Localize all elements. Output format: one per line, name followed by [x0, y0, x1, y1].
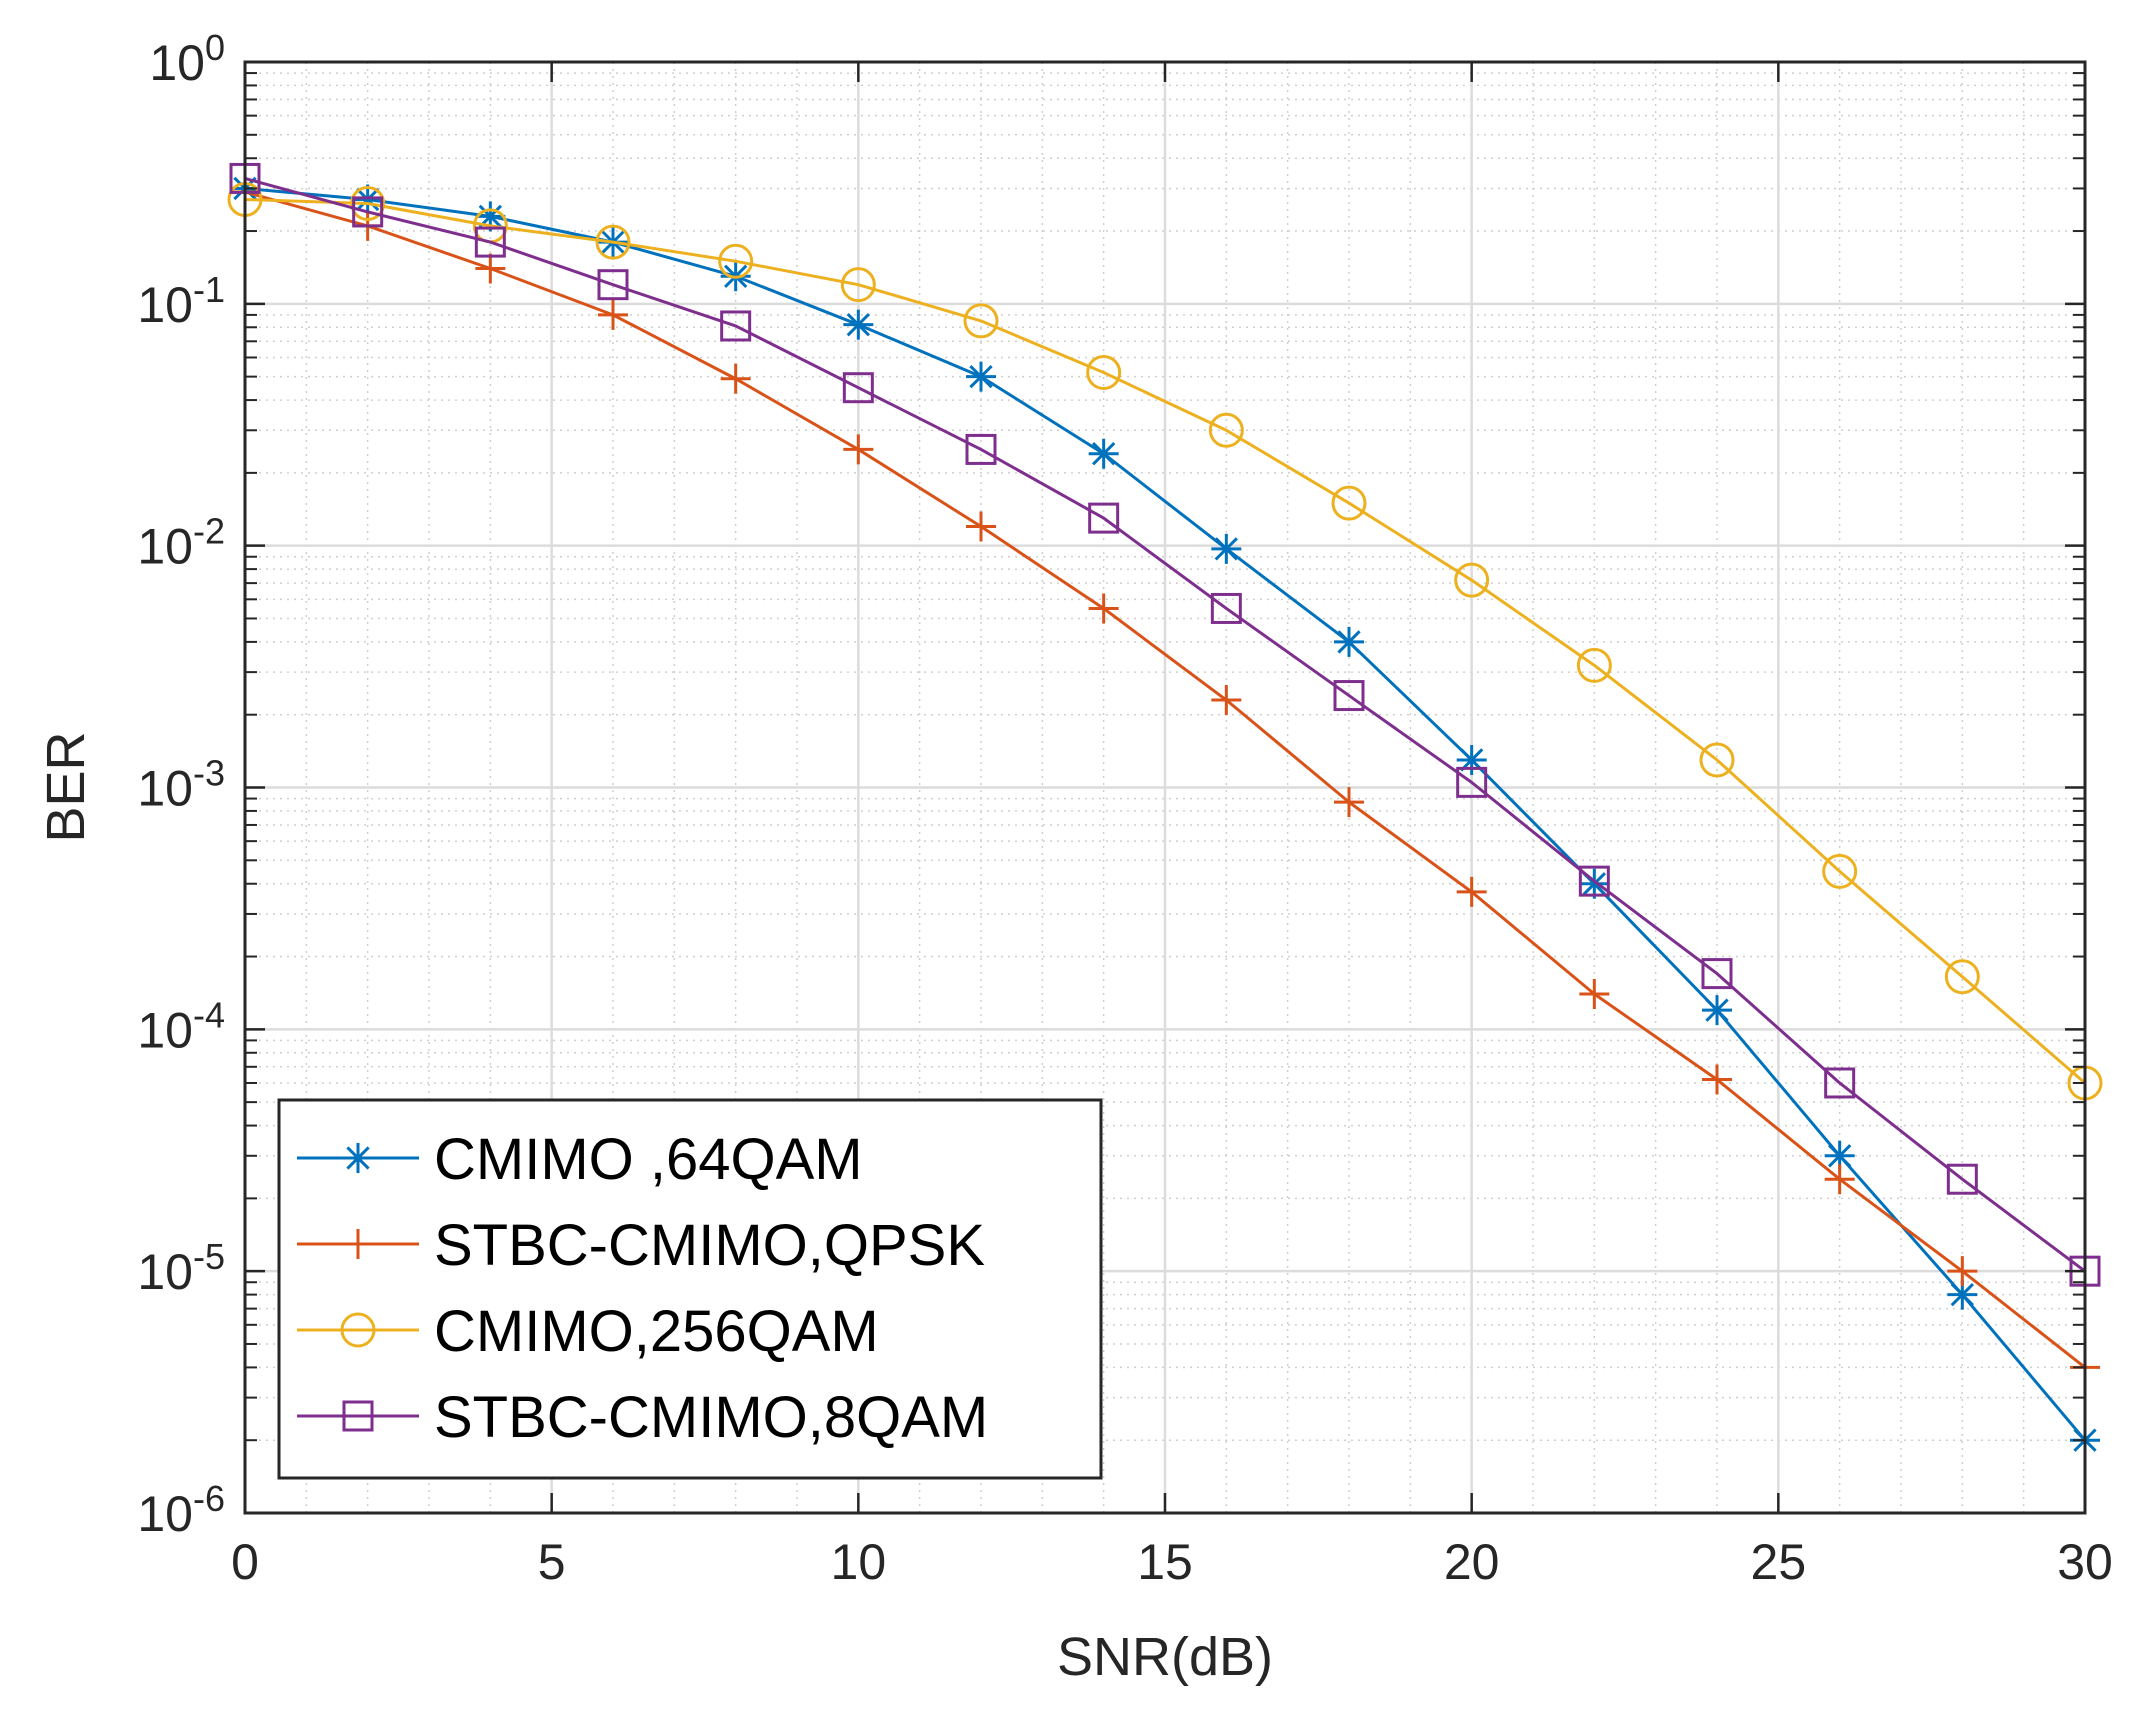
- data-point-stbc-cmimo-qpsk: [1211, 685, 1242, 716]
- data-point-stbc-cmimo-8qam: [474, 226, 506, 258]
- data-point-cmimo-256qam: [840, 267, 876, 303]
- data-point-cmimo-64qam: [1334, 626, 1364, 657]
- y-tick-label: 10-3: [137, 753, 225, 817]
- data-point-stbc-cmimo-8qam: [352, 196, 384, 228]
- data-point-cmimo-64qam: [1456, 744, 1487, 775]
- data-point-cmimo-256qam: [1699, 742, 1735, 778]
- data-point-stbc-cmimo-qpsk: [1456, 876, 1487, 907]
- legend-label: CMIMO,256QAM: [434, 1299, 879, 1364]
- data-point-cmimo-64qam: [843, 309, 874, 340]
- data-point-cmimo-64qam: [966, 361, 996, 392]
- data-point-stbc-cmimo-qpsk: [1947, 1256, 1978, 1287]
- data-point-stbc-cmimo-8qam: [597, 269, 629, 301]
- data-point-stbc-cmimo-qpsk: [1334, 787, 1364, 818]
- data-point-stbc-cmimo-qpsk: [475, 253, 506, 284]
- legend: CMIMO ,64QAM STBC-CMIMO,QPSK CMIMO,256QAM S…: [277, 1098, 1103, 1480]
- data-point-stbc-cmimo-8qam: [1088, 502, 1120, 534]
- data-point-stbc-cmimo-8qam: [1578, 865, 1610, 897]
- legend-marker: [343, 1229, 373, 1259]
- x-tick-label: 15: [1137, 1534, 1193, 1590]
- legend-label: STBC-CMIMO,8QAM: [434, 1385, 988, 1450]
- y-tick-label: 10-5: [137, 1236, 225, 1300]
- data-point-stbc-cmimo-qpsk: [598, 299, 628, 330]
- series-cmimo-256qam: [227, 182, 2103, 1101]
- data-point-cmimo-256qam: [1944, 959, 1980, 995]
- legend-marker: [343, 1143, 373, 1173]
- legend-item-cmimo-256qam: CMIMO,256QAM: [297, 1299, 879, 1364]
- data-point-stbc-cmimo-8qam: [842, 372, 874, 404]
- data-point-stbc-cmimo-8qam: [965, 433, 997, 465]
- data-point-cmimo-64qam: [475, 201, 506, 232]
- series-stbc-cmimo-8qam: [229, 162, 2101, 1287]
- data-point-stbc-cmimo-qpsk: [1702, 1064, 1732, 1095]
- legend-marker: [340, 1312, 376, 1348]
- x-tick-label: 10: [831, 1534, 887, 1590]
- data-point-stbc-cmimo-8qam: [1456, 766, 1488, 798]
- data-point-stbc-cmimo-qpsk: [1824, 1164, 1855, 1195]
- x-tick-label: 0: [231, 1534, 259, 1590]
- data-point-stbc-cmimo-8qam: [1210, 592, 1242, 624]
- x-axis-label: SNR(dB): [1057, 1627, 1273, 1687]
- data-point-cmimo-256qam: [1454, 562, 1490, 598]
- y-tick-label: 10-2: [137, 511, 225, 575]
- legend-item-cmimo-64qam: CMIMO ,64QAM: [297, 1127, 863, 1192]
- data-point-stbc-cmimo-qpsk: [1579, 978, 1610, 1009]
- legend-label: CMIMO ,64QAM: [434, 1127, 863, 1192]
- data-point-stbc-cmimo-8qam: [720, 310, 752, 342]
- data-point-stbc-cmimo-8qam: [1701, 958, 1733, 990]
- data-point-stbc-cmimo-8qam: [1946, 1163, 1978, 1195]
- x-tick-label: 30: [2057, 1534, 2113, 1590]
- data-point-cmimo-256qam: [1822, 853, 1858, 889]
- y-tick-label: 10-4: [137, 994, 225, 1058]
- series-line-stbc-cmimo-qpsk: [244, 190, 2086, 1369]
- data-point-cmimo-64qam: [1211, 533, 1242, 564]
- data-point-cmimo-64qam: [1824, 1140, 1855, 1171]
- legend-item-stbc-cmimo-qpsk: STBC-CMIMO,QPSK: [297, 1213, 985, 1278]
- data-point-stbc-cmimo-qpsk: [1088, 593, 1119, 624]
- data-point-cmimo-64qam: [352, 184, 383, 215]
- x-tick-label: 25: [1751, 1534, 1807, 1590]
- data-point-cmimo-64qam: [1088, 438, 1119, 469]
- y-tick-label: 10-6: [137, 1478, 225, 1542]
- legend-marker: [342, 1400, 374, 1432]
- data-point-cmimo-256qam: [718, 243, 754, 279]
- data-point-stbc-cmimo-8qam: [1824, 1067, 1856, 1099]
- x-tick-label: 5: [538, 1534, 566, 1590]
- data-point-cmimo-256qam: [1576, 647, 1612, 683]
- data-point-cmimo-64qam: [1702, 995, 1732, 1026]
- data-point-cmimo-256qam: [963, 303, 999, 339]
- legend-item-stbc-cmimo-8qam: STBC-CMIMO,8QAM: [297, 1385, 988, 1450]
- series-line-cmimo-64qam: [244, 186, 2087, 1442]
- series-line-stbc-cmimo-8qam: [244, 176, 2086, 1273]
- series-layer: [227, 162, 2103, 1456]
- data-point-stbc-cmimo-qpsk: [843, 434, 874, 465]
- x-tick-label: 20: [1444, 1534, 1500, 1590]
- y-tick-label: 100: [149, 27, 225, 91]
- data-point-cmimo-64qam: [1579, 868, 1610, 899]
- data-point-cmimo-256qam: [1331, 485, 1367, 521]
- data-point-stbc-cmimo-qpsk: [966, 511, 996, 542]
- data-point-cmimo-64qam: [1947, 1279, 1978, 1310]
- y-axis-label: BER: [36, 731, 96, 842]
- data-point-cmimo-256qam: [350, 185, 386, 221]
- tick-layer: 0 5 10 15 20 25 30 100 10-1 10-2 10-3 10-4 10-5 10-6: [137, 27, 2112, 1590]
- series-line-cmimo-256qam: [244, 198, 2086, 1085]
- data-point-cmimo-256qam: [1086, 355, 1122, 391]
- data-point-stbc-cmimo-8qam: [1333, 680, 1365, 712]
- data-point-cmimo-256qam: [595, 224, 631, 260]
- y-tick-label: 10-1: [137, 269, 225, 333]
- data-point-stbc-cmimo-qpsk: [720, 363, 751, 394]
- data-point-cmimo-256qam: [1208, 412, 1244, 448]
- legend-label: STBC-CMIMO,QPSK: [434, 1213, 985, 1278]
